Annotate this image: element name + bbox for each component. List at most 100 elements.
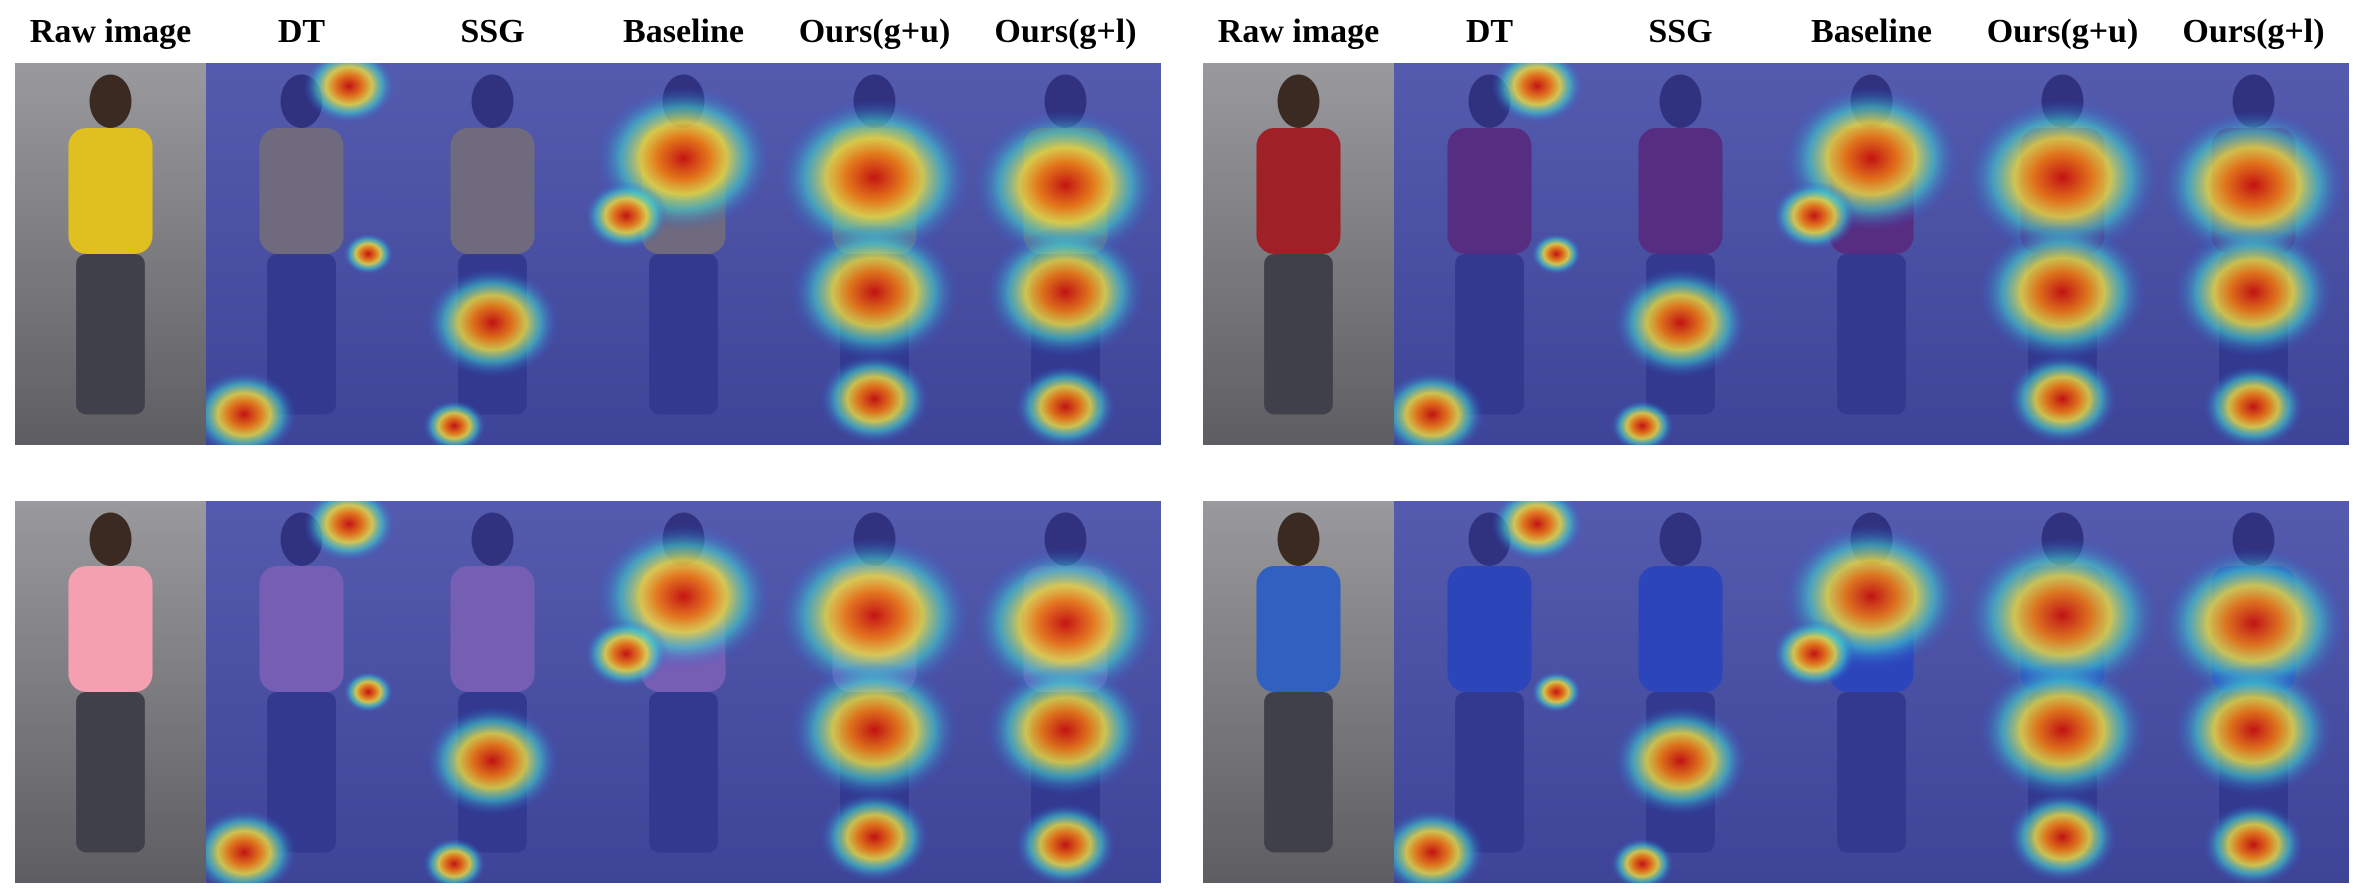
person-torso [68,127,153,254]
cell-content [1394,63,1585,445]
column-header: Baseline [1811,13,1932,50]
person-torso [1256,127,1341,254]
cell-content [1967,63,2158,445]
column-header: Raw image [30,13,191,50]
heat-blob [588,181,669,251]
cell-content [970,63,1161,445]
image-cell [1203,63,1394,445]
person-head [89,74,132,128]
cell-content [397,501,588,883]
cell-content [779,63,970,445]
cell-content [206,63,397,445]
heat-blob [1776,181,1857,251]
heat-blob [819,354,930,444]
cell-content [1585,501,1776,883]
heat-blob [790,223,959,361]
image-cell [588,501,779,883]
heat-blob [1610,400,1674,445]
heat-blob [343,233,394,275]
heat-blob [1394,371,1485,445]
image-cell [1776,501,1967,883]
image-cell [1394,501,1585,883]
heat-base [397,501,588,883]
column-header: Ours(g+u) [799,13,951,50]
column-header: DT [278,13,326,50]
cell-content [1203,63,1394,445]
heat-blob [303,501,396,562]
column-header: SSG [1648,13,1712,50]
heat-base [1585,63,1776,445]
heat-blob [2203,803,2304,883]
heat-blob [973,547,1158,699]
image-cell [15,63,206,445]
heat-blob [425,267,560,378]
heat-blob [206,809,297,883]
image-cell [397,501,588,883]
cell-content [397,63,588,445]
cell-content [1585,63,1776,445]
heat-blob [1610,838,1674,883]
cell-content [2158,63,2349,445]
cell-content [15,501,206,883]
heat-blob [1491,501,1584,562]
heat-blob [2161,109,2346,261]
heat-blob [2173,226,2334,358]
heat-blob [790,661,959,799]
heat-blob [1015,365,1116,445]
cell-content [1203,501,1394,883]
heat-blob [1776,619,1857,689]
person-head [89,512,132,566]
heat-blob [1978,661,2147,799]
heat-blob [1967,536,2158,695]
image-cell [206,63,397,445]
cell-content [1394,501,1585,883]
person-legs [1264,254,1333,415]
heat-blob [2161,547,2346,699]
cell-content [1776,63,1967,445]
cell-content [588,501,779,883]
cell-content [206,501,397,883]
cell-content [588,63,779,445]
image-cell [1585,501,1776,883]
heat-blob [2007,792,2118,882]
image-cell [1776,63,1967,445]
heat-blob [985,664,1146,796]
image-cell [2158,63,2349,445]
person-head [1277,512,1320,566]
heat-blob [2007,354,2118,444]
column-header: Baseline [623,13,744,50]
image-cell [15,501,206,883]
heat-blob [425,705,560,816]
heat-blob [1531,671,1582,713]
heat-blob [422,400,486,445]
person-legs [76,254,145,415]
image-cell [1967,501,2158,883]
image-cell [970,501,1161,883]
cell-content [1776,501,1967,883]
image-cell [779,501,970,883]
image-cell [1967,63,2158,445]
image-cell [779,63,970,445]
heat-blob [985,226,1146,358]
heat-blob [819,792,930,882]
column-header: SSG [460,13,524,50]
heat-blob [1531,233,1582,275]
heat-blob [1491,63,1584,124]
image-cell [1394,63,1585,445]
heat-blob [2173,664,2334,796]
cell-content [779,501,970,883]
person-torso [68,565,153,692]
column-header: Ours(g+l) [2182,13,2324,50]
column-header: Ours(g+l) [994,13,1136,50]
heat-blob [779,536,970,695]
heat-blob [779,98,970,257]
heat-blob [1015,803,1116,883]
heat-blob [1613,267,1748,378]
heat-base [1585,501,1776,883]
image-cell [1585,63,1776,445]
heat-blob [1613,705,1748,816]
heat-blob [973,109,1158,261]
cell-content [1967,501,2158,883]
